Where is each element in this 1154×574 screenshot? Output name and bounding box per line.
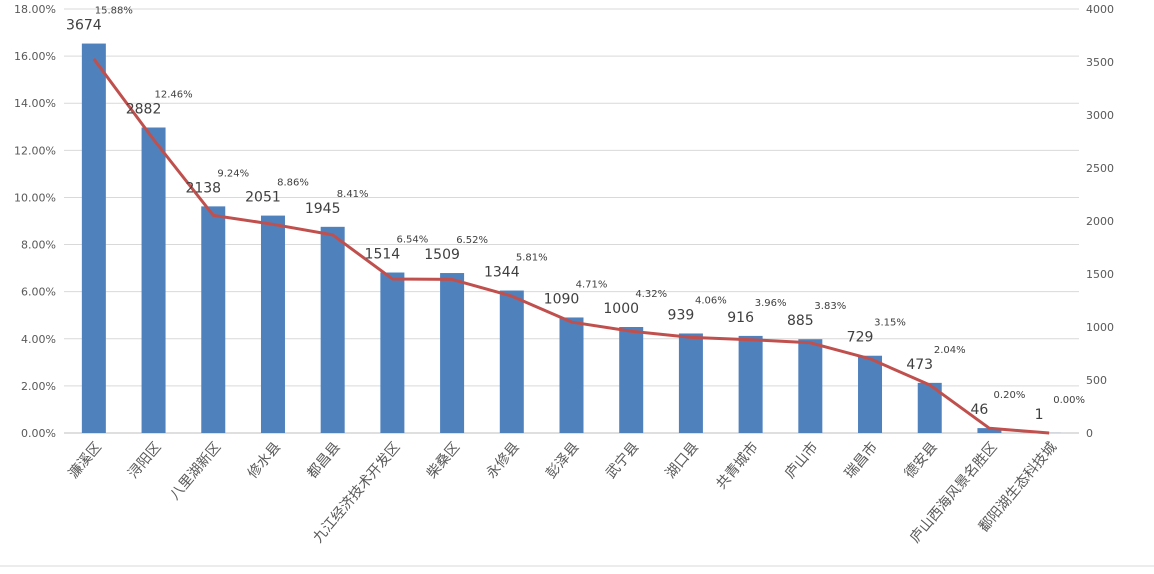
bar-value-label: 1344 [484,265,520,281]
bar [142,128,166,433]
bar [321,227,345,433]
bar-value-label: 46 [971,402,989,418]
bar [798,339,822,433]
right-axis-tick: 500 [1086,374,1107,387]
bar-value-label: 729 [847,330,874,346]
bar-value-label: 1514 [365,247,401,263]
percent-label: 4.32% [635,289,667,300]
bar-value-label: 3674 [66,18,102,34]
bar-value-label: 885 [787,313,814,329]
percent-label: 0.20% [994,390,1026,401]
category-label: 彭泽县 [543,439,582,481]
bar [560,317,584,433]
bar-value-label: 1090 [544,291,580,307]
bar-value-label: 2882 [126,102,162,118]
category-label: 濂溪区 [65,439,105,482]
percent-label: 4.06% [695,295,727,306]
category-label: 共青城市 [713,439,762,493]
left-axis-tick: 18.00% [14,3,56,16]
bar [440,273,464,433]
percent-label: 3.83% [814,301,846,312]
percent-label: 5.81% [516,253,548,264]
left-axis-tick: 4.00% [21,333,56,346]
bar-value-label: 1945 [305,201,341,217]
left-axis-tick: 8.00% [21,239,56,252]
bar-value-label: 1 [1035,407,1044,423]
category-label: 柴桑区 [424,439,463,481]
axes: 0.00%2.00%4.00%6.00%8.00%10.00%12.00%14.… [14,3,1114,546]
category-label: 都昌县 [304,439,343,481]
right-axis-tick: 3500 [1086,56,1114,69]
percent-label: 4.71% [576,279,608,290]
bar [380,273,404,433]
category-label: 修水县 [245,439,284,481]
category-label: 武宁县 [602,439,642,482]
left-axis-tick: 10.00% [14,191,56,204]
percent-label: 6.52% [456,235,488,246]
percent-label: 3.15% [874,318,906,329]
category-label: 瑞昌市 [841,439,881,482]
left-axis-tick: 12.00% [14,144,56,157]
percent-label: 0.00% [1053,395,1085,406]
percent-label: 15.88% [95,6,133,17]
bar-value-label: 2051 [245,190,281,206]
category-label: 湖口县 [663,439,702,481]
bars [82,44,1061,433]
bar [201,206,225,433]
bar [739,336,763,433]
right-axis-tick: 2000 [1086,215,1114,228]
right-axis-tick: 3000 [1086,109,1114,122]
bar [619,327,643,433]
category-label: 庐山市 [781,439,821,482]
bar-value-label: 1509 [424,247,460,263]
category-label: 浔阳区 [125,439,164,481]
category-label: 永修县 [484,439,523,481]
bar [679,333,703,433]
right-axis-tick: 4000 [1086,3,1114,16]
category-label: 八里湖新区 [167,439,224,503]
right-axis-tick: 0 [1086,427,1093,440]
right-axis-tick: 1000 [1086,321,1114,334]
bar-value-label: 1000 [603,301,639,317]
percent-label: 12.46% [154,90,192,101]
bar [82,44,106,433]
right-axis-tick: 2500 [1086,162,1114,175]
left-axis-tick: 2.00% [21,380,56,393]
left-axis-tick: 0.00% [21,427,56,440]
bar [500,291,524,433]
category-label: 德安县 [902,439,941,481]
bar-value-label: 473 [906,357,933,373]
percent-label: 9.24% [217,168,249,179]
left-axis-tick: 16.00% [14,50,56,63]
bar [858,356,882,433]
left-axis-tick: 14.00% [14,97,56,110]
right-axis-tick: 1500 [1086,268,1114,281]
left-axis-tick: 6.00% [21,286,56,299]
bar-value-label: 916 [727,310,754,326]
bar-value-label: 2138 [185,180,221,196]
percent-label: 8.86% [277,178,309,189]
bar [261,216,285,433]
percent-label: 3.96% [755,298,787,309]
percent-label: 6.54% [396,235,428,246]
percent-label: 2.04% [934,345,966,356]
bar-value-label: 939 [668,307,695,323]
percent-label: 8.41% [337,189,369,200]
